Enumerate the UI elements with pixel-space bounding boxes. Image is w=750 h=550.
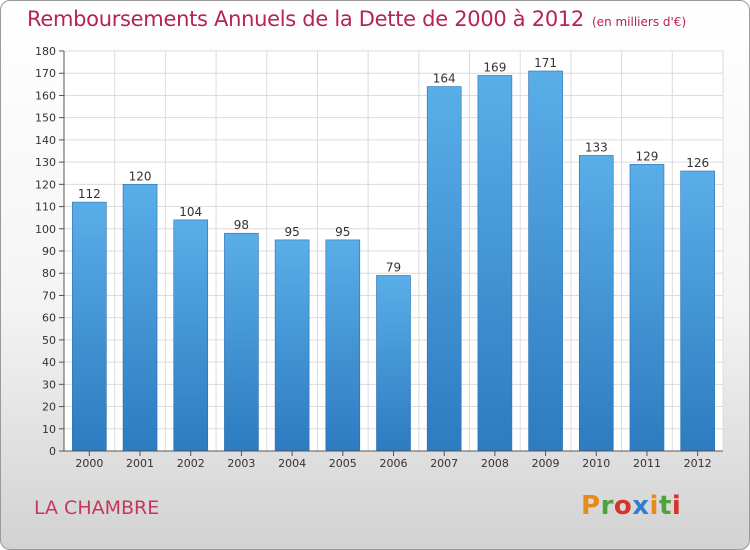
y-tick-label: 90 xyxy=(42,245,56,258)
x-tick-label: 2012 xyxy=(684,457,712,470)
bar-value-label: 171 xyxy=(534,56,557,70)
y-tick-label: 140 xyxy=(35,134,56,147)
x-tick-label: 2002 xyxy=(177,457,205,470)
y-tick-label: 110 xyxy=(35,201,56,214)
bar-2000 xyxy=(72,201,107,452)
bar-value-label: 79 xyxy=(386,260,401,274)
logo-letter: r xyxy=(600,491,614,521)
y-tick-label: 10 xyxy=(42,423,56,436)
chart-unit-label: (en milliers d'€) xyxy=(592,15,687,29)
commune-name: LA CHAMBRE xyxy=(34,497,160,519)
bar-2005 xyxy=(325,239,361,452)
bar-value-label: 129 xyxy=(636,149,659,163)
bar-2002 xyxy=(173,219,209,452)
y-tick-label: 60 xyxy=(42,312,56,325)
y-tick-label: 120 xyxy=(35,178,56,191)
x-tick-label: 2004 xyxy=(278,457,306,470)
y-tick-label: 180 xyxy=(35,45,56,58)
bar-value-label: 169 xyxy=(483,60,506,74)
bar-2003 xyxy=(224,232,259,452)
bar-2004 xyxy=(274,239,310,452)
x-tick-label: 2011 xyxy=(633,457,661,470)
logo-letter: t xyxy=(658,491,672,521)
bar-2009 xyxy=(528,70,563,452)
x-tick-label: 2010 xyxy=(582,457,610,470)
y-tick-label: 160 xyxy=(35,89,56,102)
x-tick-label: 2009 xyxy=(532,457,560,470)
bar-2007 xyxy=(426,86,462,452)
y-tick-label: 0 xyxy=(49,445,56,458)
bar-2001 xyxy=(122,184,158,452)
bars: 112 120 104 98 95 95 79 164 169 171 133 129 126 xyxy=(72,56,715,452)
x-tick-label: 2006 xyxy=(380,457,408,470)
bar-value-label: 164 xyxy=(433,72,456,86)
logo-letter: x xyxy=(632,491,650,521)
x-tick-label: 2007 xyxy=(430,457,458,470)
bar-value-label: 126 xyxy=(686,156,709,170)
chart-title-text: Remboursements Annuels de la Dette de 20… xyxy=(27,7,584,31)
y-tick-label: 50 xyxy=(42,334,56,347)
chart-title: Remboursements Annuels de la Dette de 20… xyxy=(27,7,686,31)
bar-2011 xyxy=(629,164,665,452)
logo-letter: i xyxy=(649,491,659,521)
bar-value-label: 98 xyxy=(234,218,249,232)
y-tick-label: 130 xyxy=(35,156,56,169)
bar-2006 xyxy=(376,275,411,452)
y-tick-label: 20 xyxy=(42,401,56,414)
y-tick-label: 80 xyxy=(42,267,56,280)
bar-value-label: 95 xyxy=(335,225,350,239)
bar-2010 xyxy=(578,155,614,452)
logo-letter: o xyxy=(613,491,633,521)
bar-2012 xyxy=(680,170,715,452)
x-tick-label: 2000 xyxy=(75,457,103,470)
y-tick-label: 70 xyxy=(42,289,56,302)
y-tick-label: 170 xyxy=(35,67,56,80)
y-tick-label: 150 xyxy=(35,112,56,125)
bar-value-label: 104 xyxy=(179,205,202,219)
x-tick-label: 2003 xyxy=(227,457,255,470)
proxiti-logo: Proxiti xyxy=(581,491,681,521)
x-tick-label: 2008 xyxy=(481,457,509,470)
bar-value-label: 120 xyxy=(129,169,152,183)
bar-value-label: 112 xyxy=(78,187,101,201)
x-tick-label: 2001 xyxy=(126,457,154,470)
bar-value-label: 95 xyxy=(284,225,299,239)
bar-value-label: 133 xyxy=(585,140,608,154)
y-tick-label: 30 xyxy=(42,378,56,391)
axes: 0 10 20 30 40 50 60 70 80 90 100 110 120 130 140 150 160… xyxy=(35,45,723,470)
logo-letter: P xyxy=(581,491,601,521)
y-tick-label: 40 xyxy=(42,356,56,369)
bar-2008 xyxy=(477,75,513,452)
x-tick-label: 2005 xyxy=(329,457,357,470)
logo-letter: i xyxy=(671,491,682,521)
y-tick-label: 100 xyxy=(35,223,56,236)
